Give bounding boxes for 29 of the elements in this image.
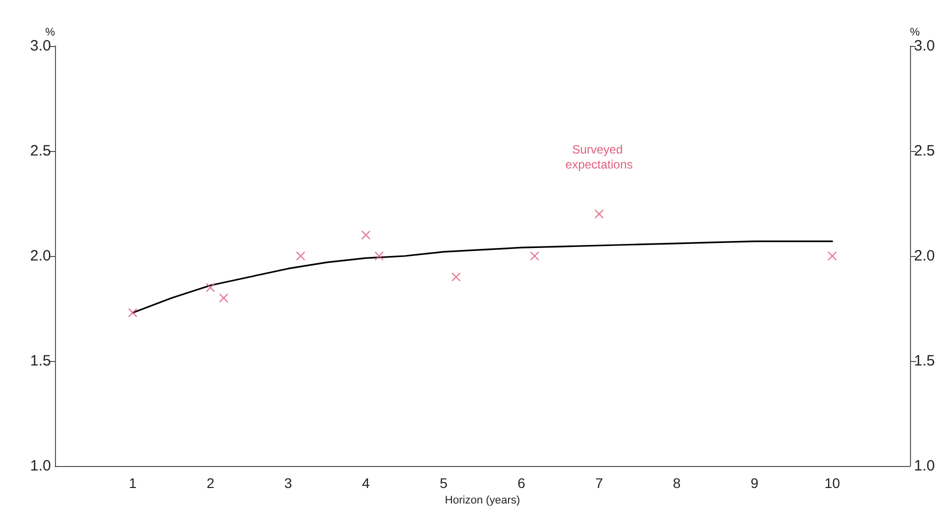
y-axis-title: %: [45, 26, 56, 38]
x-axis-title: Horizon (years): [444, 494, 520, 506]
text: Surveyed expectations: [565, 142, 633, 172]
point: [828, 252, 837, 260]
x-tick-label: 7: [595, 475, 604, 491]
x-tick-label: 4: [362, 475, 370, 491]
y-tick-label: 3.0: [30, 38, 51, 54]
y-tick-label: 2.0: [30, 248, 51, 264]
y-tick-label: 2.5: [30, 142, 51, 160]
y2-tick-label: 2.0: [914, 248, 935, 264]
point: [296, 252, 306, 260]
x-tick-label: 3: [284, 475, 292, 491]
y-tick-label: 1.0: [30, 458, 51, 474]
point: [374, 252, 384, 260]
x-tick-label: 8: [672, 475, 681, 491]
y2-tick-label: 1.5: [914, 352, 935, 370]
point: [219, 294, 228, 302]
x-tick-label: 10: [824, 475, 840, 491]
y2-tick-label: 3.0: [914, 38, 935, 54]
point: [361, 230, 370, 240]
y2-tick-label: 1.0: [914, 458, 935, 474]
x-tick-label: 5: [440, 475, 448, 491]
x-tick-label: 9: [750, 475, 759, 491]
x-tick-label: 6: [517, 475, 526, 491]
y-tick-label: 1.5: [30, 352, 51, 370]
x-tick-label: 2: [206, 475, 215, 491]
x-tick-label: 1: [128, 475, 137, 491]
y2-axis-title: %: [910, 26, 920, 38]
y2-tick-label: 2.5: [914, 142, 935, 160]
